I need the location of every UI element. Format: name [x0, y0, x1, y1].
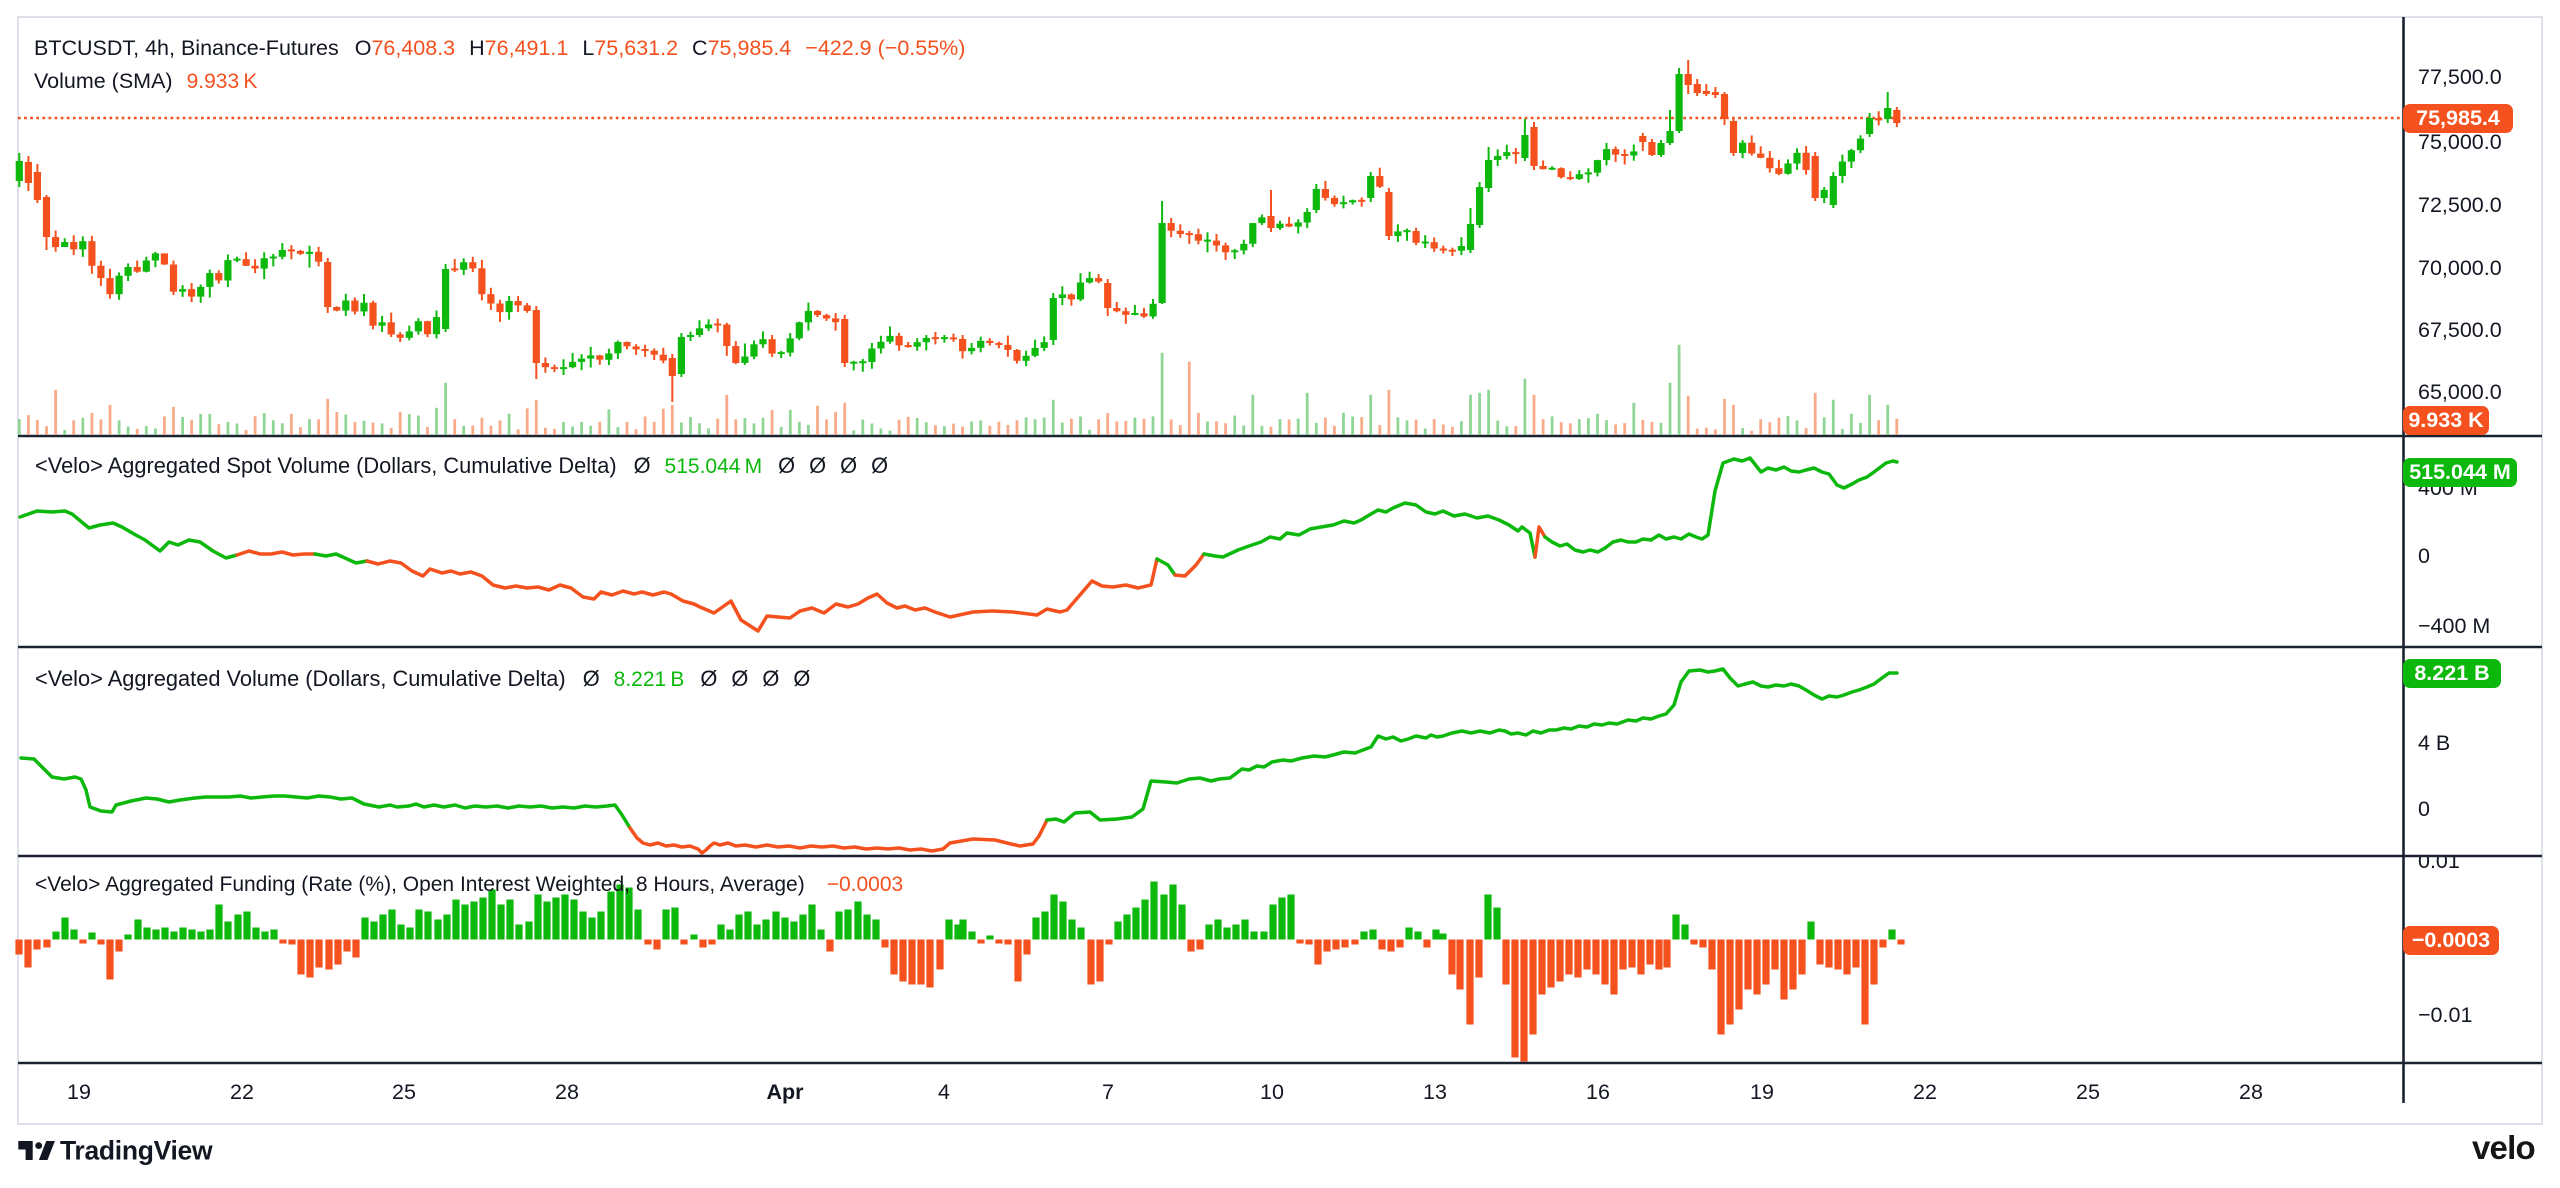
- svg-text:TradingView: TradingView: [60, 1138, 213, 1166]
